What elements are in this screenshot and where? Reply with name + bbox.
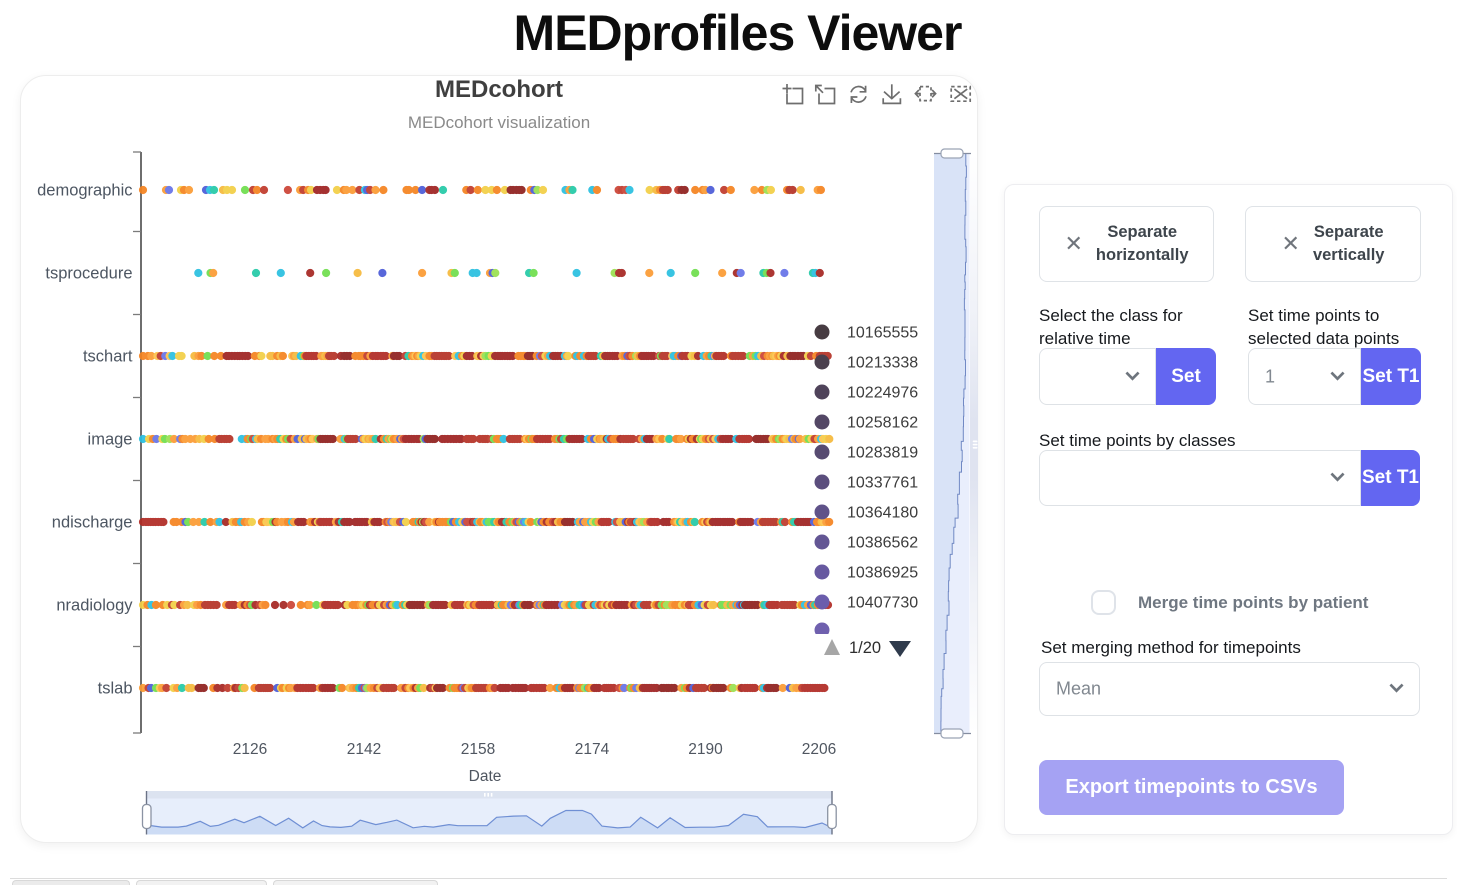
svg-text:image: image [88,431,133,449]
svg-text:tschart: tschart [83,348,133,366]
svg-text:tslab: tslab [98,680,133,698]
svg-text:10165555: 10165555 [847,325,918,342]
svg-text:10224976: 10224976 [847,385,918,402]
svg-text:2174: 2174 [575,741,610,758]
svg-text:10407730: 10407730 [847,595,918,612]
svg-text:1/20: 1/20 [849,639,881,657]
svg-text:2142: 2142 [347,741,381,758]
svg-text:10283819: 10283819 [847,445,918,462]
svg-text:Date: Date [469,768,502,785]
svg-text:tsprocedure: tsprocedure [45,265,132,283]
svg-text:10213338: 10213338 [847,355,918,372]
svg-text:demographic: demographic [37,182,132,200]
svg-text:2126: 2126 [233,741,267,758]
svg-text:2158: 2158 [461,741,495,758]
svg-text:2190: 2190 [688,741,723,758]
svg-text:10258162: 10258162 [847,415,918,432]
svg-text:10386925: 10386925 [847,565,918,582]
svg-text:nradiology: nradiology [56,597,133,615]
svg-text:10364180: 10364180 [847,505,918,522]
svg-text:10337761: 10337761 [847,475,918,492]
svg-text:2206: 2206 [802,741,836,758]
svg-text:ndischarge: ndischarge [52,514,133,532]
svg-text:10386562: 10386562 [847,535,918,552]
